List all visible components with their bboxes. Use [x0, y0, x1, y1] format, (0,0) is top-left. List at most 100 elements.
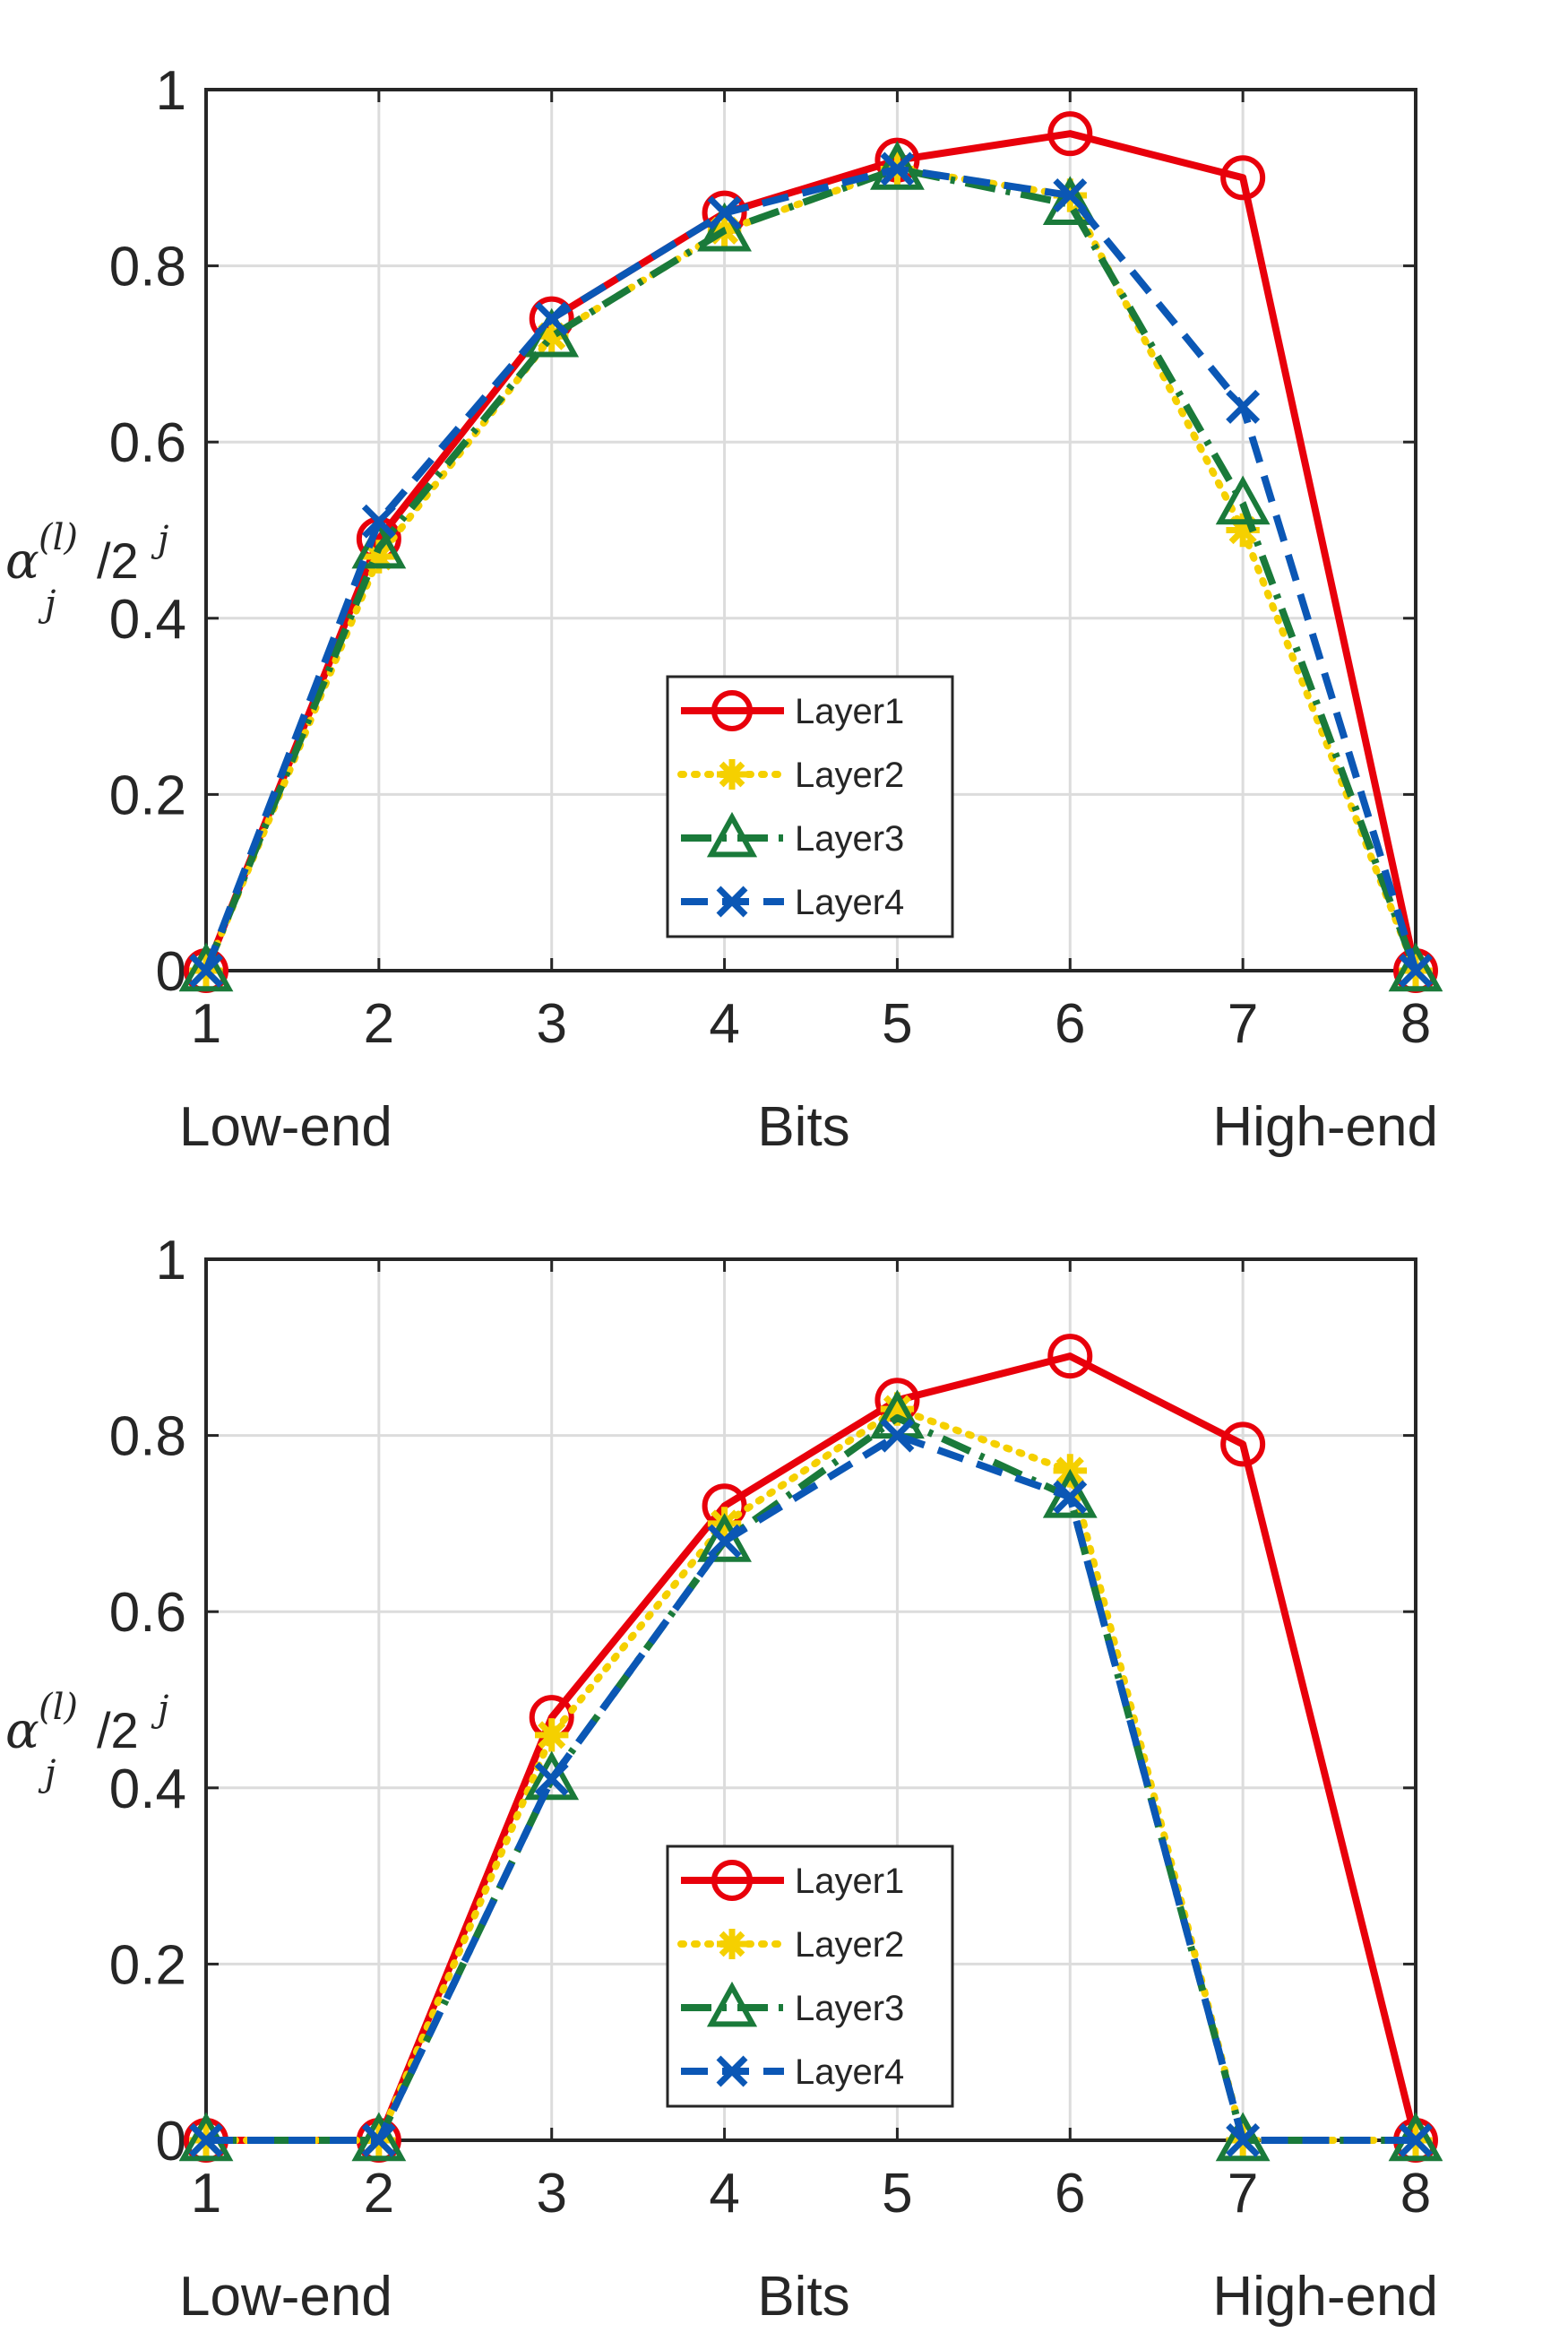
- y-label-subscript: j: [38, 583, 56, 625]
- ticks: [204, 88, 1417, 972]
- x-tick-label: 1: [191, 2163, 221, 2225]
- data-point: [1053, 177, 1088, 212]
- x-axis-label-right: High-end: [1212, 2266, 1438, 2328]
- data-point: [189, 2123, 223, 2157]
- y-axis-label: α (l) j/2 j: [5, 517, 168, 625]
- chart-panel-2: 1 2 3 4 5 6 7 8 0 0.2 0.4 0.6 0.8 1 Low-end Bits High-en…: [5, 1230, 1443, 2328]
- legend-label: Layer1: [795, 692, 904, 731]
- data-point: [535, 1718, 569, 1752]
- legend-item-layer1: Layer1: [681, 690, 904, 731]
- y-tick-label: 0.2: [109, 765, 186, 826]
- x-tick-label: 6: [1055, 993, 1085, 1055]
- x-tick-label: 7: [1228, 2163, 1258, 2225]
- series-line: [206, 1352, 1419, 2144]
- x-tick-label: 8: [1400, 993, 1431, 1055]
- data-point: [1226, 513, 1260, 548]
- y-tick-label: 0.8: [109, 237, 186, 298]
- y-label-text: /2: [97, 1702, 139, 1758]
- legend-label: Layer4: [795, 2052, 904, 2092]
- legend-label: Layer2: [795, 1925, 904, 1965]
- x-tick-label: 2: [364, 993, 394, 1055]
- legend-item-layer3: Layer3: [681, 1981, 904, 2028]
- data-point: [1220, 1421, 1266, 1467]
- data-point: [361, 504, 396, 539]
- series-layer4: [189, 1418, 1433, 2157]
- axes-box: [204, 1257, 1417, 2142]
- data-point: [1399, 954, 1433, 988]
- legend-label: Layer3: [795, 819, 904, 859]
- x-tick-label: 8: [1400, 2163, 1431, 2225]
- data-point: [706, 1981, 758, 2027]
- y-label-exponent: j: [151, 1689, 168, 1730]
- x-axis-label-left: Low-end: [179, 1096, 392, 1158]
- x-tick-label: 4: [709, 2163, 739, 2225]
- data-point: [1042, 176, 1098, 226]
- legend-label: Layer3: [795, 1989, 904, 2028]
- y-tick-label: 1: [156, 60, 186, 122]
- data-point: [717, 1929, 747, 1959]
- x-tick-label: 6: [1055, 2163, 1085, 2225]
- data-point: [870, 140, 925, 190]
- x-tick-label: 3: [536, 2163, 566, 2225]
- y-label-text: /2: [97, 532, 139, 589]
- x-tick-label: 5: [882, 993, 912, 1055]
- x-axis-label-center: Bits: [757, 1096, 849, 1158]
- x-axis-label-left: Low-end: [179, 2266, 392, 2328]
- data-point: [1226, 2123, 1261, 2157]
- data-point: [535, 319, 569, 353]
- data-point: [1053, 1480, 1088, 1515]
- legend-item-layer4: Layer4: [681, 883, 904, 922]
- series-line: [202, 165, 1419, 972]
- data-point: [1215, 2112, 1271, 2162]
- y-tick-label: 0.2: [109, 1934, 186, 1996]
- y-tick-label: 0: [156, 2111, 186, 2173]
- series-line: [206, 1413, 1416, 2144]
- data-point: [1226, 389, 1261, 424]
- y-tick-label: 0: [156, 941, 186, 1003]
- data-point: [1220, 155, 1266, 201]
- data-point: [534, 1761, 569, 1796]
- legend-label: Layer4: [795, 883, 904, 922]
- y-tick-label: 0.4: [109, 1758, 186, 1820]
- y-tick-label: 1: [156, 1230, 186, 1292]
- legend-item-layer4: Layer4: [681, 2052, 904, 2092]
- data-point: [361, 2123, 396, 2157]
- data-point: [880, 1418, 915, 1453]
- series-layer4: [189, 151, 1433, 988]
- legend-item-layer2: Layer2: [677, 756, 904, 795]
- x-tick-label: 1: [191, 993, 221, 1055]
- data-point: [716, 2055, 748, 2087]
- x-tick-label: 4: [709, 993, 739, 1055]
- data-point: [706, 811, 758, 858]
- y-label-subscript: j: [38, 1753, 56, 1794]
- legend-item-layer3: Layer3: [681, 811, 904, 859]
- data-point: [711, 1860, 753, 1901]
- data-point: [524, 1750, 580, 1801]
- y-label-symbol: α: [5, 532, 39, 591]
- data-point: [362, 540, 396, 574]
- data-point: [711, 690, 753, 731]
- y-label-superscript: (l): [39, 517, 78, 558]
- data-point: [716, 886, 748, 918]
- data-point: [1215, 475, 1271, 525]
- data-point: [1047, 111, 1093, 157]
- data-point: [707, 1524, 742, 1559]
- data-point: [717, 759, 747, 790]
- axes-box: [204, 88, 1417, 972]
- x-tick-label: 2: [364, 2163, 394, 2225]
- legend-label: Layer1: [795, 1862, 904, 1901]
- series-line: [206, 1431, 1416, 2144]
- data-point: [1399, 2123, 1433, 2157]
- legend: Layer1 Layer2 Layer3 Layer4: [666, 675, 954, 938]
- y-label-exponent: j: [151, 519, 168, 560]
- x-tick-label: 3: [536, 993, 566, 1055]
- y-label-superscript: (l): [39, 1687, 78, 1728]
- data-point: [189, 954, 223, 988]
- chart-panel-1: 1 2 3 4 5 6 7 8 0 0.2 0.4 0.6 0.8 1 Low-end Bits High-en…: [5, 60, 1443, 1158]
- legend-label: Layer2: [795, 756, 904, 795]
- y-tick-label: 0.4: [109, 589, 186, 651]
- legend-item-layer1: Layer1: [681, 1860, 904, 1901]
- x-tick-label: 5: [882, 2163, 912, 2225]
- series-line: [202, 130, 1419, 972]
